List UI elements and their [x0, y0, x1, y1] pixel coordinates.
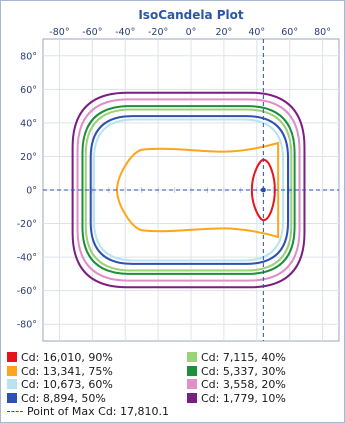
- legend: Cd: 16,010, 90% Cd: 13,341, 75% Cd: 10,673…: [7, 351, 341, 421]
- y-tick-label: -60°: [17, 286, 37, 297]
- chart-title: IsoCandela Plot: [138, 8, 244, 22]
- y-tick-label: -40°: [17, 253, 37, 264]
- legend-label: Cd: 10,673, 60%: [21, 378, 113, 391]
- y-tick-label: 20°: [20, 152, 37, 163]
- x-tick-label: 0°: [186, 27, 197, 38]
- contour-line: [92, 118, 285, 262]
- legend-label: Point of Max Cd: 17,810.1: [27, 405, 169, 418]
- y-tick-label: 80°: [20, 51, 37, 62]
- contour-line: [115, 141, 280, 239]
- x-axis-ticks: -80° -60° -40° -20° 0° 20° 40° 60° 80°: [49, 27, 331, 38]
- legend-label: Cd: 1,779, 10%: [201, 391, 286, 405]
- x-tick-label: -80°: [49, 27, 69, 38]
- max-point-marker: [260, 187, 266, 193]
- legend-label: Cd: 5,337, 30%: [201, 364, 286, 378]
- contour-line: [71, 91, 306, 289]
- dashed-line-icon: [7, 411, 23, 412]
- legend-swatch: [187, 365, 197, 376]
- legend-item: Cd: 8,894, 50%: [7, 392, 106, 406]
- contour-line: [84, 108, 293, 272]
- legend-swatch: [7, 352, 17, 362]
- legend-label: Cd: 13,341, 75%: [21, 364, 113, 378]
- contour-line: [76, 98, 301, 282]
- contour-line: [81, 105, 296, 275]
- legend-item: Cd: 3,558, 20%: [187, 378, 286, 392]
- x-tick-label: -20°: [148, 27, 168, 38]
- legend-label: Cd: 7,115, 40%: [201, 351, 286, 364]
- y-tick-label: 40°: [20, 118, 37, 129]
- contour-line: [89, 115, 290, 265]
- y-tick-label: -20°: [17, 219, 37, 230]
- legend-item: Cd: 13,341, 75%: [7, 365, 113, 379]
- legend-item-max-point: Point of Max Cd: 17,810.1: [7, 405, 169, 419]
- legend-swatch: [187, 392, 197, 403]
- y-axis-ticks: 80° 60° 40° 20° 0° -20° -40° -60° -80°: [17, 51, 37, 330]
- legend-item: Cd: 1,779, 10%: [187, 392, 286, 406]
- legend-item: Cd: 16,010, 90%: [7, 351, 113, 365]
- legend-item: Cd: 10,673, 60%: [7, 378, 113, 392]
- x-tick-label: -40°: [115, 27, 135, 38]
- x-tick-label: 80°: [314, 27, 331, 38]
- legend-swatch: [187, 352, 197, 362]
- legend-label: Cd: 8,894, 50%: [21, 391, 106, 405]
- x-tick-label: 20°: [215, 27, 232, 38]
- legend-label: Cd: 3,558, 20%: [201, 378, 286, 391]
- legend-swatch: [187, 379, 197, 389]
- y-tick-label: 60°: [20, 85, 37, 96]
- x-tick-label: 60°: [281, 27, 298, 38]
- x-tick-label: -60°: [82, 27, 102, 38]
- legend-label: Cd: 16,010, 90%: [21, 351, 113, 364]
- y-tick-label: -80°: [17, 320, 37, 331]
- legend-item: Cd: 5,337, 30%: [187, 365, 286, 379]
- legend-swatch: [7, 379, 17, 389]
- legend-swatch: [7, 365, 17, 376]
- plot-area: [42, 38, 340, 342]
- y-tick-label: 0°: [26, 186, 37, 197]
- legend-item: Cd: 7,115, 40%: [187, 351, 286, 365]
- x-tick-label: 40°: [248, 27, 265, 38]
- legend-swatch: [7, 392, 17, 403]
